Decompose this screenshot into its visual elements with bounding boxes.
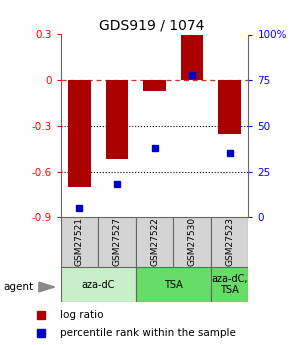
- Bar: [211, 267, 248, 302]
- Text: aza-dC,
TSA: aza-dC, TSA: [211, 274, 248, 295]
- Bar: [181, 34, 203, 80]
- Bar: [68, 80, 91, 187]
- Text: GSM27527: GSM27527: [112, 217, 122, 266]
- Bar: [211, 217, 248, 267]
- Bar: [136, 267, 211, 302]
- Bar: [98, 217, 136, 267]
- Text: percentile rank within the sample: percentile rank within the sample: [60, 328, 235, 338]
- Bar: [61, 267, 136, 302]
- Text: GSM27521: GSM27521: [75, 217, 84, 266]
- Bar: [136, 217, 173, 267]
- Text: GSM27523: GSM27523: [225, 217, 234, 266]
- Bar: [61, 217, 98, 267]
- Bar: [173, 217, 211, 267]
- Text: agent: agent: [3, 282, 33, 292]
- Text: aza-dC: aza-dC: [82, 280, 115, 289]
- Text: TSA: TSA: [164, 280, 183, 289]
- Text: GSM27522: GSM27522: [150, 217, 159, 266]
- Bar: [218, 80, 241, 134]
- Bar: [143, 80, 166, 91]
- Text: log ratio: log ratio: [60, 310, 103, 319]
- Text: GDS919 / 1074: GDS919 / 1074: [99, 19, 204, 33]
- Bar: [106, 80, 128, 159]
- Polygon shape: [39, 282, 55, 292]
- Text: GSM27530: GSM27530: [188, 217, 197, 266]
